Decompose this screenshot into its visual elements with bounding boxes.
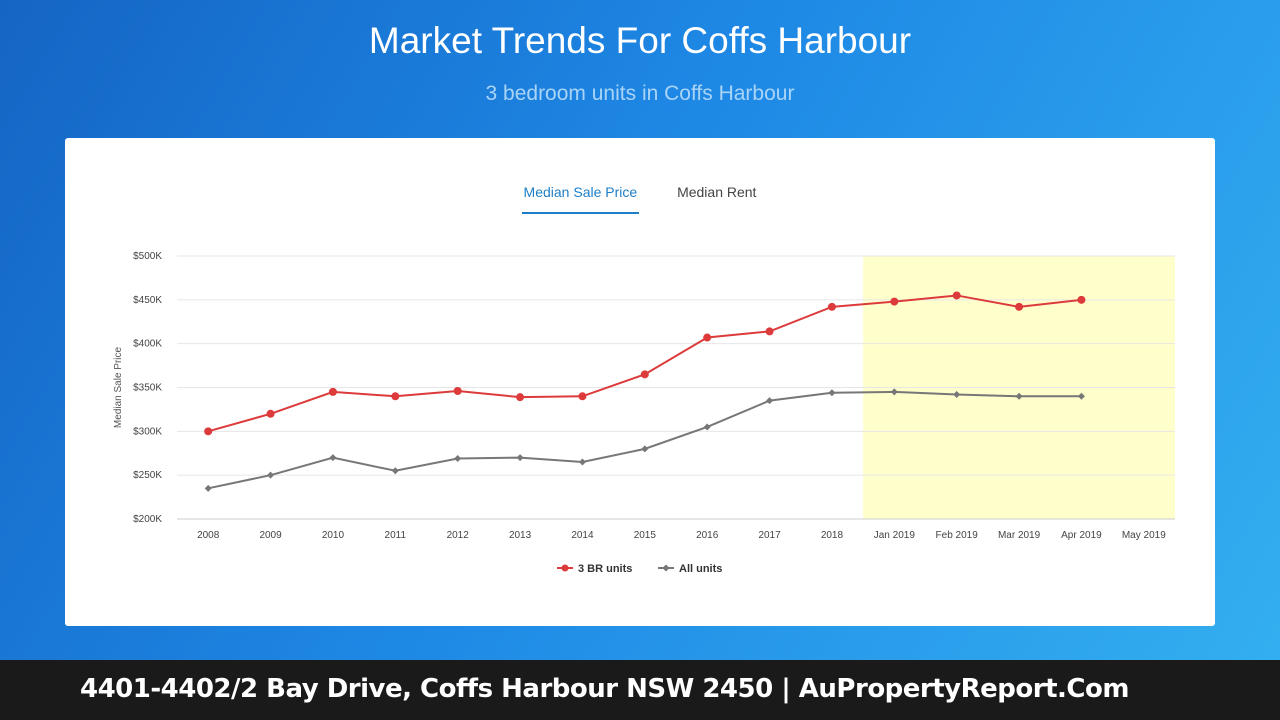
x-tick-label: May 2019	[1122, 530, 1166, 541]
data-point	[828, 389, 836, 397]
data-point	[204, 484, 212, 492]
data-point	[578, 458, 586, 466]
data-point	[641, 445, 649, 453]
data-point	[516, 454, 524, 462]
chart-card: Median Sale Price Median Rent $200K $250K…	[65, 138, 1215, 626]
x-tick-label: 2009	[259, 530, 282, 541]
x-tick-label: 2016	[696, 530, 719, 541]
data-point	[640, 370, 649, 379]
data-point	[1077, 295, 1086, 304]
y-tick-label: $300K	[133, 426, 162, 437]
data-point	[516, 393, 525, 402]
x-tick-label: Apr 2019	[1061, 530, 1102, 541]
data-point	[329, 454, 337, 462]
data-point	[453, 387, 462, 396]
data-point	[328, 387, 337, 396]
x-tick-label: 2013	[509, 530, 532, 541]
page-title: Market Trends For Coffs Harbour	[368, 20, 912, 61]
data-point	[204, 427, 213, 436]
data-point	[953, 391, 961, 399]
data-point	[1015, 302, 1024, 311]
y-tick-label: $250K	[133, 470, 162, 481]
data-point	[765, 327, 774, 336]
data-point	[391, 392, 400, 401]
y-tick-label: $450K	[133, 295, 162, 306]
data-point	[391, 467, 399, 475]
y-tick-label: $500K	[133, 251, 162, 262]
data-point	[952, 291, 961, 300]
tab-median-rent[interactable]: Median Rent	[677, 184, 757, 200]
data-point	[703, 333, 712, 342]
tab-median-sale-price[interactable]: Median Sale Price	[521, 182, 640, 214]
data-point	[827, 302, 836, 311]
y-axis-title: Median Sale Price	[113, 346, 124, 428]
data-point	[703, 423, 711, 431]
y-tick-label: $350K	[133, 383, 162, 394]
legend-marker	[561, 564, 569, 572]
x-tick-label: 2010	[322, 530, 345, 541]
data-point	[1015, 392, 1023, 400]
x-tick-label: Feb 2019	[936, 530, 979, 541]
data-point	[454, 455, 462, 463]
x-tick-label: 2011	[385, 530, 407, 541]
footer-bar: 4401-4402/2 Bay Drive, Coffs Harbour NSW…	[0, 660, 1280, 720]
data-point	[578, 392, 587, 401]
line-chart: $200K $250K $300K $350K $400K $450K $500K 2008 2…	[113, 251, 1175, 575]
legend-label: 3 BR units	[578, 563, 632, 575]
x-tick-label: 2018	[821, 530, 844, 541]
x-tick-label: Jan 2019	[874, 530, 916, 541]
legend-label: All units	[679, 563, 722, 575]
y-tick-label: $400K	[133, 339, 162, 350]
footer-address: 4401-4402/2 Bay Drive, Coffs Harbour NSW…	[80, 674, 1129, 704]
y-tick-label: $200K	[133, 514, 162, 525]
legend-marker	[662, 564, 670, 572]
x-tick-label: Mar 2019	[998, 530, 1041, 541]
data-point	[267, 471, 275, 479]
data-point	[1077, 392, 1085, 400]
x-tick-label: 2012	[447, 530, 470, 541]
data-point	[266, 409, 275, 418]
x-tick-label: 2014	[571, 530, 594, 541]
page-subtitle: 3 bedroom units in Coffs Harbour	[485, 82, 795, 105]
x-tick-label: 2017	[758, 530, 781, 541]
tab-bar: Median Sale Price Median Rent	[65, 182, 1215, 214]
data-point	[890, 297, 899, 306]
data-point	[890, 388, 898, 396]
x-tick-label: 2015	[634, 530, 657, 541]
data-point	[766, 397, 774, 405]
x-tick-label: 2008	[197, 530, 220, 541]
